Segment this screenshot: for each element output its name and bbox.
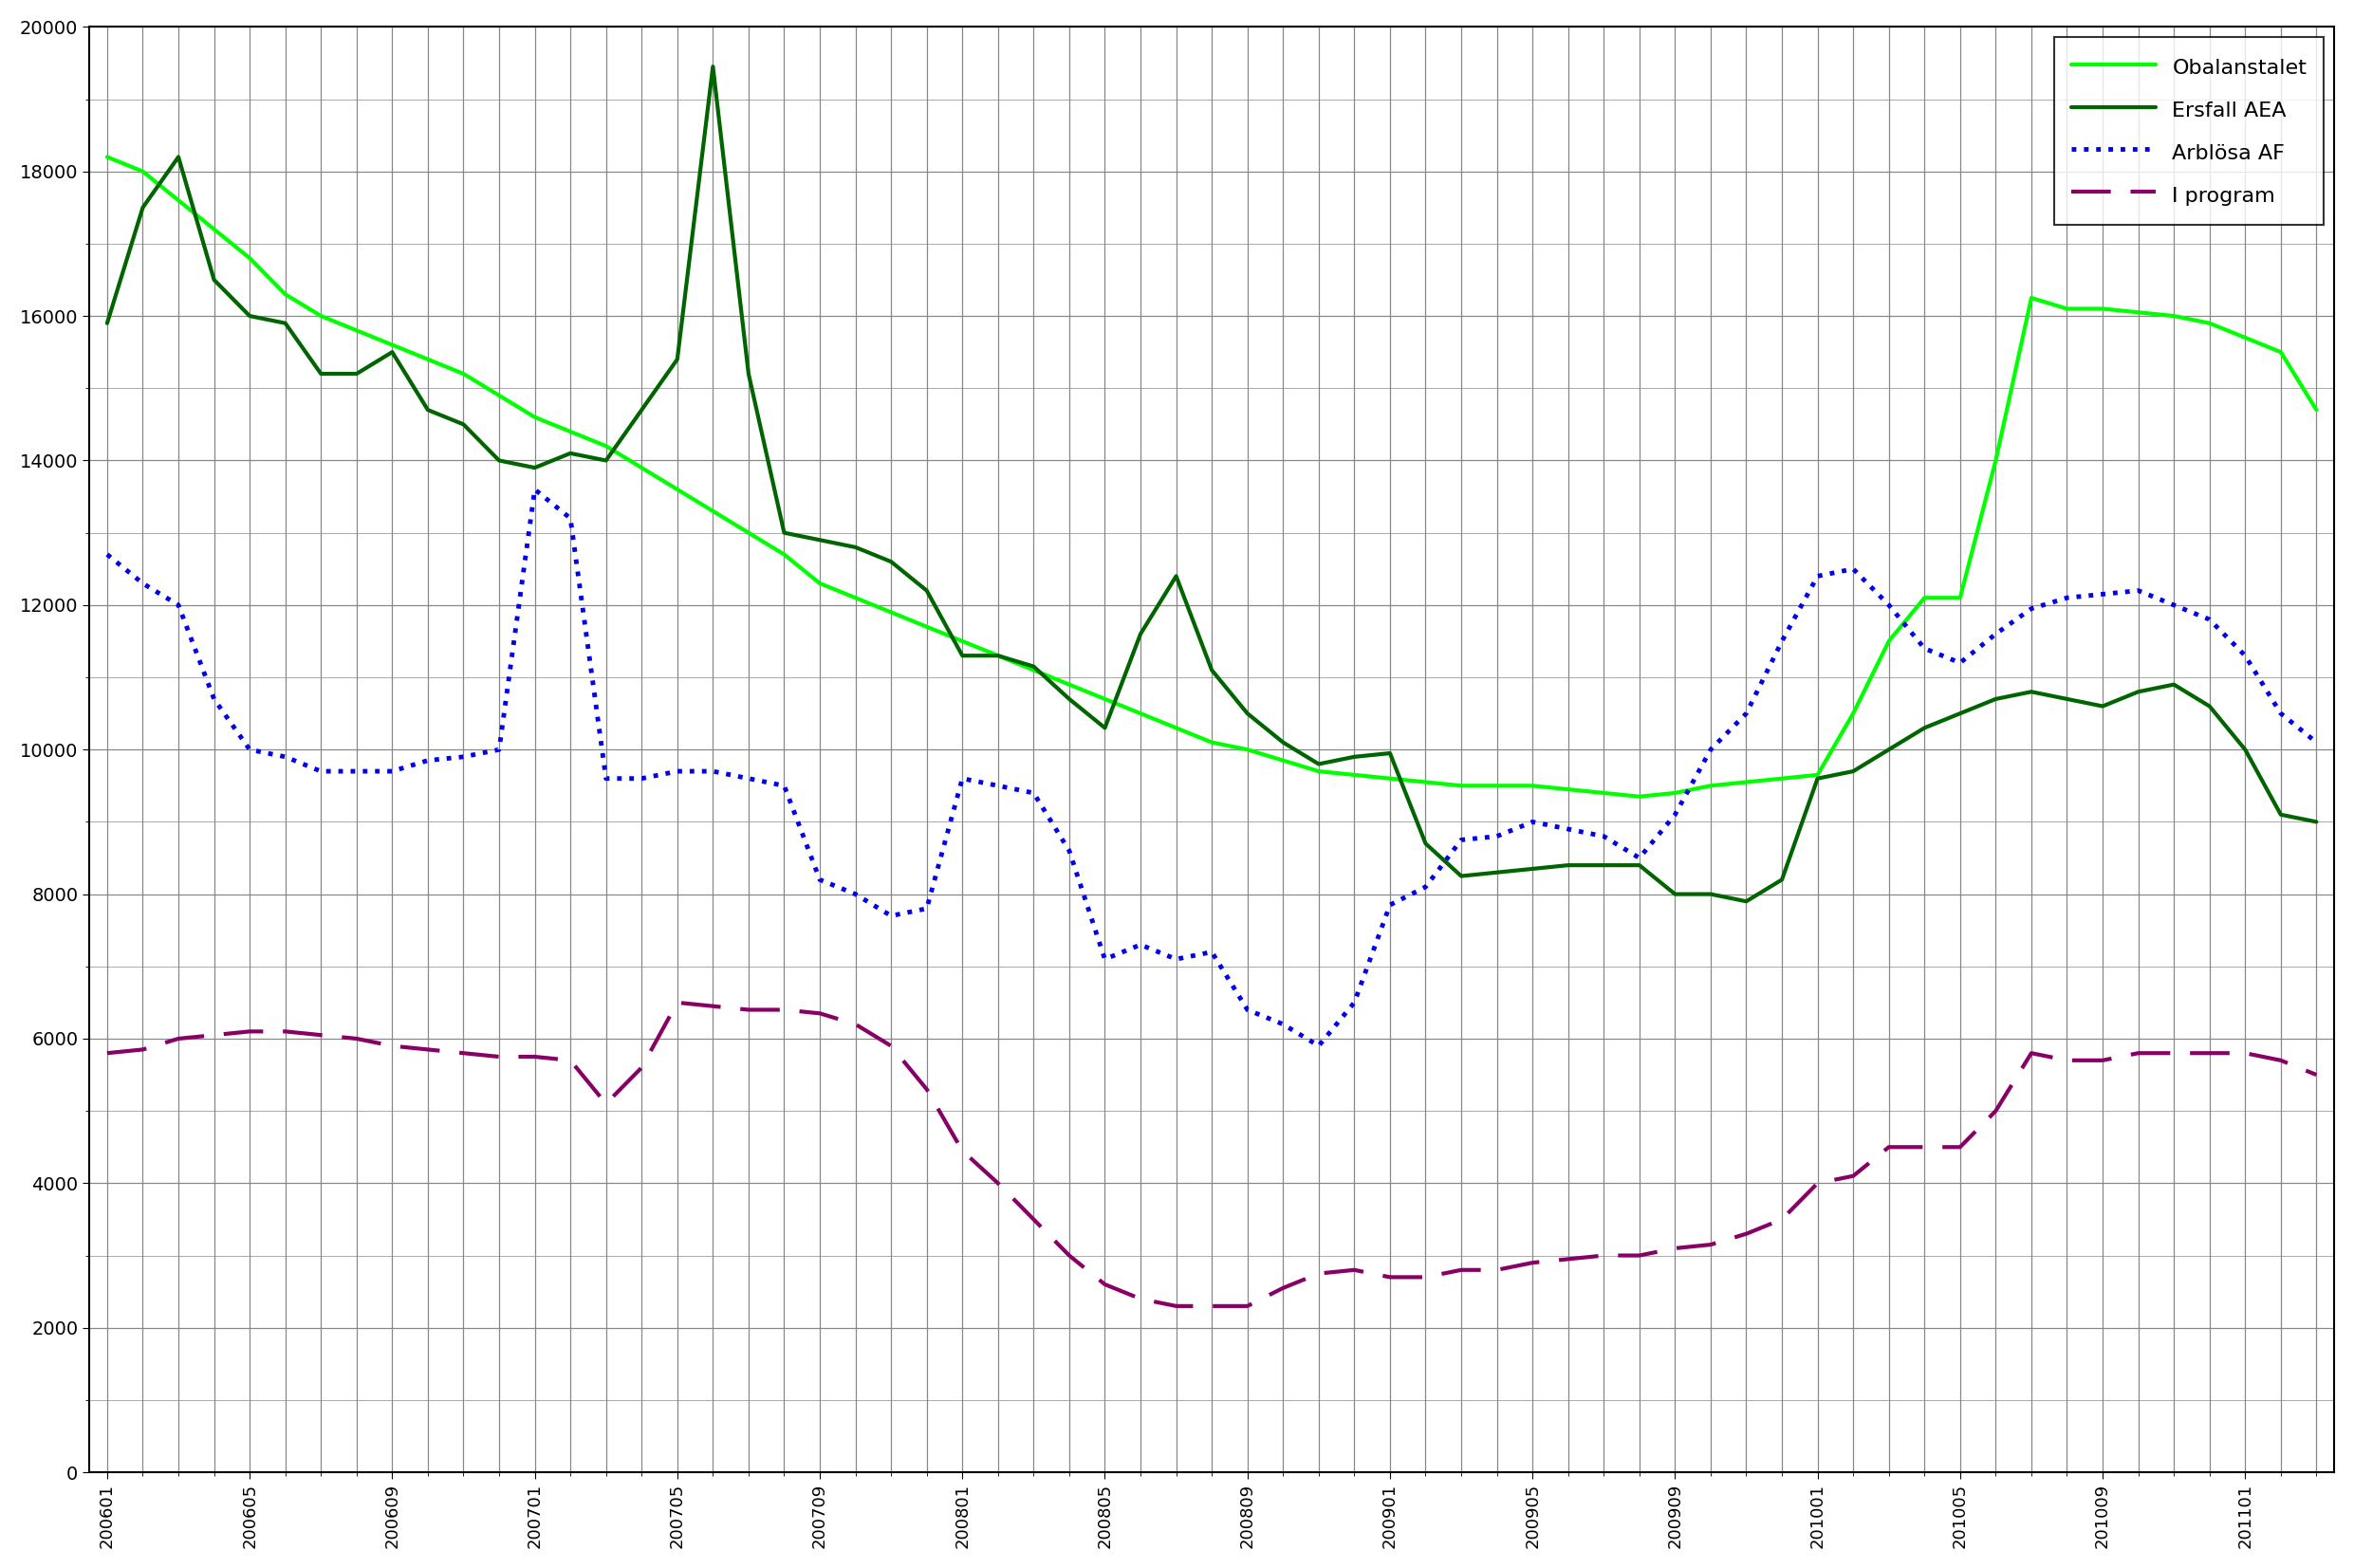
Arblösa AF xyxy=(734,768,763,787)
Arblösa AF xyxy=(2267,704,2295,723)
Ersfall AEA xyxy=(734,364,763,383)
I program xyxy=(94,1044,122,1063)
Ersfall AEA xyxy=(805,530,833,549)
I program xyxy=(1163,1297,1191,1316)
Ersfall AEA xyxy=(699,56,727,75)
Line: Arblösa AF: Arblösa AF xyxy=(108,489,2316,1046)
I program xyxy=(2267,1051,2295,1069)
Obalanstalet xyxy=(1198,732,1226,751)
Legend: Obalanstalet, Ersfall AEA, Arblösa AF, I program: Obalanstalet, Ersfall AEA, Arblösa AF, I… xyxy=(2055,38,2323,224)
Line: Ersfall AEA: Ersfall AEA xyxy=(108,66,2316,902)
Obalanstalet xyxy=(2302,400,2330,419)
I program xyxy=(1269,1278,1297,1297)
Line: Obalanstalet: Obalanstalet xyxy=(108,157,2316,797)
Obalanstalet xyxy=(770,546,798,564)
Arblösa AF xyxy=(1233,1000,1262,1019)
Arblösa AF xyxy=(1304,1036,1332,1055)
I program xyxy=(734,1000,763,1019)
Arblösa AF xyxy=(805,870,833,889)
Ersfall AEA xyxy=(94,314,122,332)
Obalanstalet xyxy=(1624,787,1653,806)
Obalanstalet xyxy=(94,147,122,166)
Obalanstalet xyxy=(1125,704,1153,723)
Ersfall AEA xyxy=(1163,566,1191,585)
I program xyxy=(1198,1297,1226,1316)
Arblösa AF xyxy=(2302,732,2330,751)
Line: I program: I program xyxy=(108,1002,2316,1306)
Ersfall AEA xyxy=(2267,806,2295,825)
I program xyxy=(805,1004,833,1022)
Arblösa AF xyxy=(1163,950,1191,969)
Ersfall AEA xyxy=(1733,892,1761,911)
Obalanstalet xyxy=(2267,343,2295,362)
Obalanstalet xyxy=(699,502,727,521)
I program xyxy=(664,993,692,1011)
Arblösa AF xyxy=(520,480,548,499)
Obalanstalet xyxy=(1662,784,1690,803)
I program xyxy=(1697,1236,1725,1254)
Arblösa AF xyxy=(94,546,122,564)
Ersfall AEA xyxy=(2302,812,2330,831)
Ersfall AEA xyxy=(1662,884,1690,903)
Ersfall AEA xyxy=(1233,704,1262,723)
I program xyxy=(2302,1065,2330,1083)
Arblösa AF xyxy=(1697,740,1725,759)
